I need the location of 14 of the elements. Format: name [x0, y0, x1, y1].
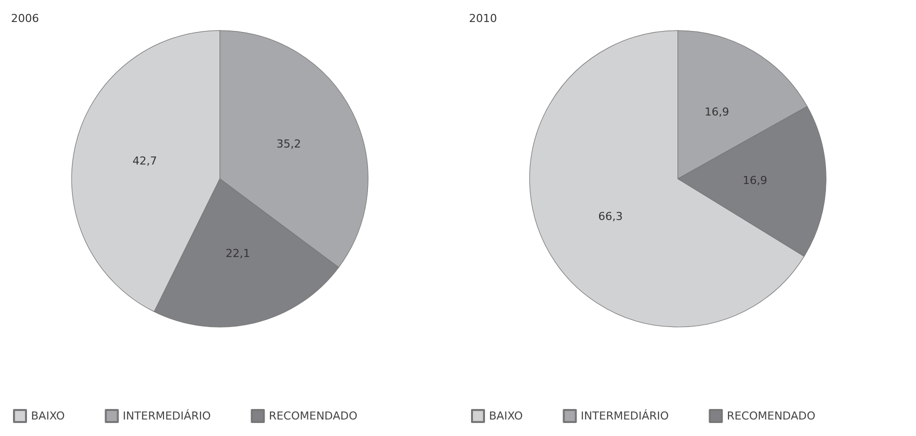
- data-label: 22,1: [226, 247, 250, 260]
- chart-title: 2006: [11, 12, 39, 25]
- legend-label: INTERMEDIÁRIO: [580, 408, 670, 422]
- data-label: 35,2: [276, 138, 302, 151]
- data-label: 16,9: [704, 106, 730, 119]
- data-label: 66,3: [598, 210, 623, 223]
- legend-label: INTERMEDIÁRIO: [122, 408, 212, 422]
- legend-label: BAIXO: [489, 410, 524, 422]
- data-label: 42,7: [132, 154, 157, 168]
- legend-label: RECOMENDADO: [268, 410, 358, 422]
- chart-title: 2010: [469, 12, 497, 25]
- legend-label: BAIXO: [31, 410, 66, 422]
- legend-label: RECOMENDADO: [726, 410, 816, 422]
- data-label: 16,9: [742, 174, 768, 187]
